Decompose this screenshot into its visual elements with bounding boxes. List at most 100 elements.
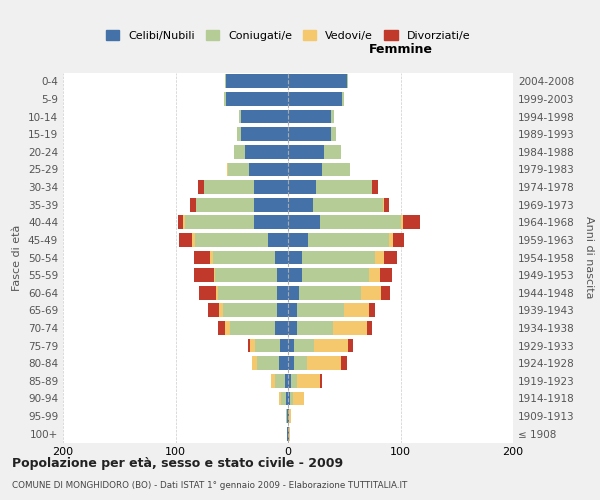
Bar: [288, 74, 347, 88]
Bar: [288, 409, 289, 423]
Bar: [275, 321, 288, 335]
Bar: [241, 128, 288, 141]
Bar: [286, 392, 288, 406]
Y-axis label: Anni di nascita: Anni di nascita: [584, 216, 594, 298]
Bar: [284, 374, 288, 388]
Bar: [288, 180, 316, 194]
Bar: [203, 180, 254, 194]
Bar: [224, 92, 226, 106]
Bar: [324, 145, 341, 158]
Bar: [289, 409, 292, 423]
Bar: [225, 321, 229, 335]
Bar: [288, 392, 290, 406]
Bar: [238, 128, 241, 141]
Bar: [320, 216, 401, 229]
Bar: [293, 392, 304, 406]
Bar: [297, 304, 344, 317]
Bar: [383, 250, 397, 264]
Bar: [234, 145, 245, 158]
Bar: [288, 374, 292, 388]
Bar: [288, 198, 313, 211]
Bar: [288, 250, 302, 264]
Bar: [279, 356, 288, 370]
Bar: [288, 110, 331, 124]
Bar: [252, 356, 257, 370]
Bar: [288, 356, 293, 370]
Bar: [229, 321, 275, 335]
Bar: [288, 162, 322, 176]
Bar: [184, 216, 185, 229]
Bar: [302, 250, 374, 264]
Bar: [226, 74, 288, 88]
Bar: [403, 216, 419, 229]
Bar: [248, 162, 288, 176]
Bar: [316, 180, 373, 194]
Bar: [190, 198, 196, 211]
Bar: [215, 268, 277, 282]
Bar: [288, 233, 308, 247]
Bar: [288, 268, 302, 282]
Bar: [389, 233, 392, 247]
Bar: [280, 338, 288, 352]
Legend: Celibi/Nubili, Coniugati/e, Vedovi/e, Divorziati/e: Celibi/Nubili, Coniugati/e, Vedovi/e, Di…: [106, 30, 470, 40]
Bar: [211, 250, 212, 264]
Bar: [227, 162, 229, 176]
Bar: [383, 198, 389, 211]
Bar: [299, 286, 361, 300]
Bar: [214, 268, 215, 282]
Bar: [277, 304, 288, 317]
Bar: [220, 304, 223, 317]
Bar: [287, 409, 288, 423]
Bar: [374, 250, 383, 264]
Bar: [193, 233, 194, 247]
Bar: [196, 198, 254, 211]
Bar: [392, 233, 404, 247]
Bar: [289, 427, 290, 440]
Bar: [293, 338, 314, 352]
Bar: [347, 338, 353, 352]
Bar: [322, 162, 350, 176]
Bar: [369, 268, 380, 282]
Text: COMUNE DI MONGHIDORO (BO) - Dati ISTAT 1° gennaio 2009 - Elaborazione TUTTITALIA: COMUNE DI MONGHIDORO (BO) - Dati ISTAT 1…: [12, 480, 407, 490]
Bar: [302, 268, 369, 282]
Bar: [254, 180, 288, 194]
Bar: [218, 321, 225, 335]
Bar: [223, 304, 277, 317]
Bar: [229, 162, 248, 176]
Bar: [401, 216, 403, 229]
Bar: [320, 374, 322, 388]
Bar: [271, 374, 275, 388]
Text: Femmine: Femmine: [368, 43, 433, 56]
Bar: [256, 338, 280, 352]
Bar: [241, 110, 288, 124]
Bar: [208, 304, 220, 317]
Text: Popolazione per età, sesso e stato civile - 2009: Popolazione per età, sesso e stato civil…: [12, 458, 343, 470]
Bar: [281, 392, 286, 406]
Bar: [194, 233, 268, 247]
Bar: [218, 286, 277, 300]
Bar: [331, 128, 337, 141]
Bar: [248, 338, 250, 352]
Bar: [226, 92, 288, 106]
Bar: [212, 250, 275, 264]
Bar: [250, 338, 256, 352]
Bar: [239, 110, 241, 124]
Bar: [216, 286, 218, 300]
Bar: [288, 304, 297, 317]
Bar: [277, 286, 288, 300]
Bar: [297, 374, 320, 388]
Bar: [287, 427, 288, 440]
Bar: [275, 374, 284, 388]
Bar: [288, 145, 324, 158]
Bar: [369, 304, 374, 317]
Bar: [193, 268, 214, 282]
Bar: [331, 110, 334, 124]
Bar: [290, 392, 293, 406]
Bar: [268, 233, 288, 247]
Bar: [380, 268, 392, 282]
Bar: [288, 216, 320, 229]
Bar: [288, 321, 297, 335]
Bar: [286, 409, 287, 423]
Bar: [308, 233, 389, 247]
Bar: [199, 286, 216, 300]
